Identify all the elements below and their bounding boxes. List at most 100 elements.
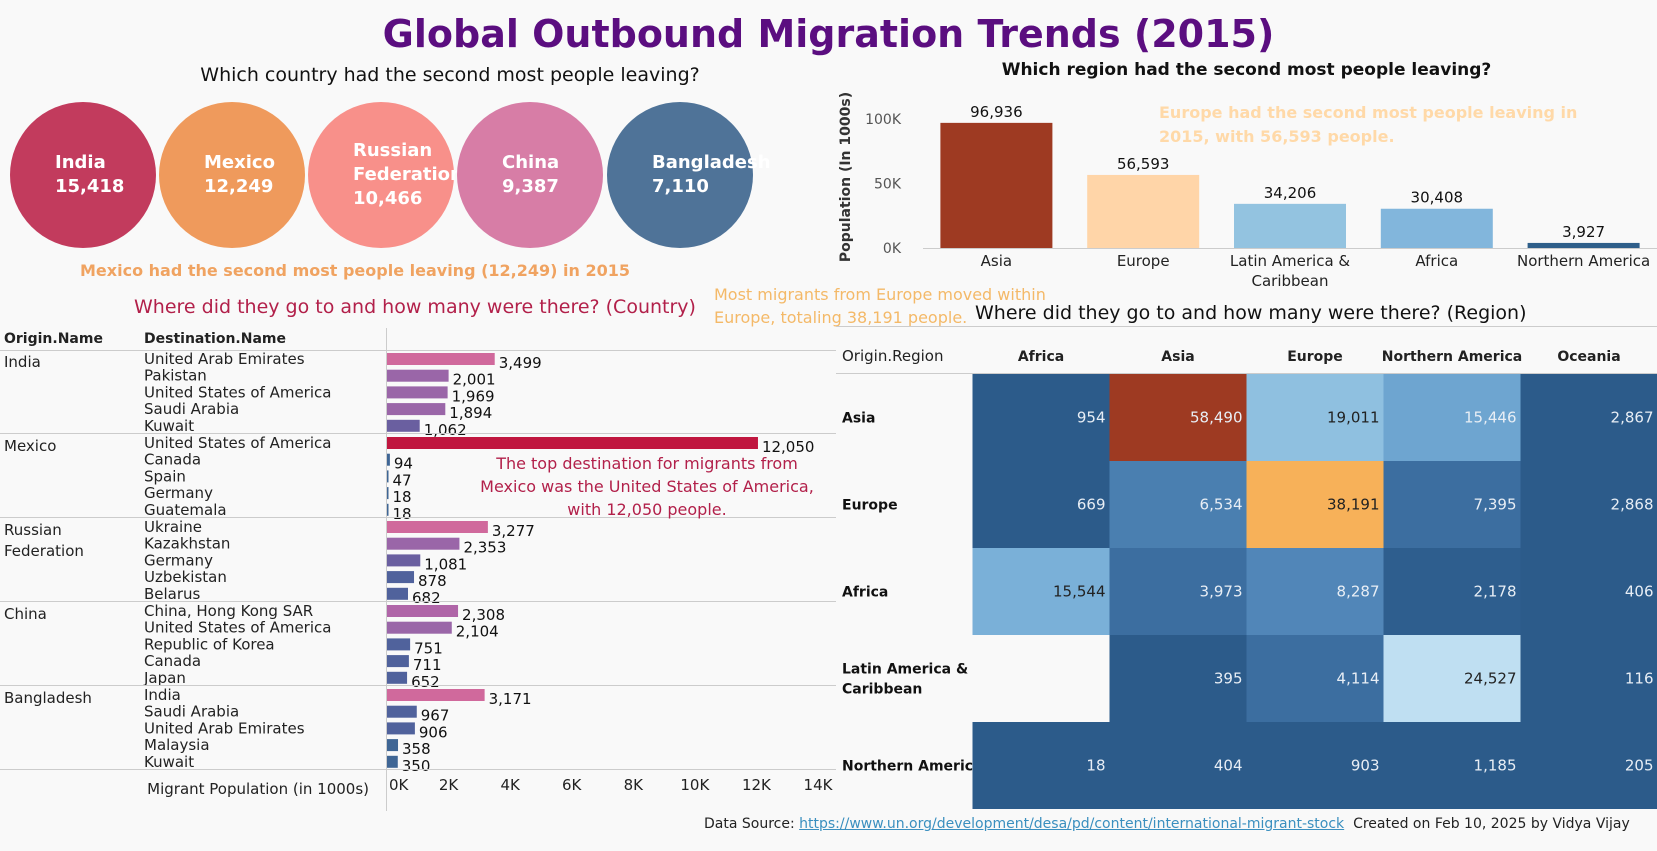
destination-bar-value: 711 [413,656,442,674]
x-tick-label: 8K [624,776,645,794]
destination-bar [387,386,448,399]
heatmap-cell-value: 404 [1214,757,1243,775]
destination-label: Ukraine [144,518,202,536]
heatmap-cell [972,722,1110,809]
destination-bar [387,638,411,651]
destination-label: United States of America [144,434,331,452]
mexico-annotation-line: Mexico was the United States of America, [480,477,814,496]
region-bar [1380,208,1493,248]
column-header: Africa [1018,349,1064,365]
destination-bar [387,487,389,500]
destination-label: China, Hong Kong SAR [144,602,313,620]
source-label: Data Source: [704,816,800,832]
x-tick-label: 6K [562,776,583,794]
destination-label: Guatemala [144,501,227,519]
destination-bar-value: 878 [418,572,447,590]
heatmap-cell-value: 116 [1625,670,1654,688]
heatmap-cell-value: 205 [1625,757,1654,775]
origin-label: Russian [4,521,62,539]
bubble-value: 15,418 [55,176,125,197]
destination-bar [387,705,417,718]
destination-label: Uzbekistan [144,568,227,586]
y-tick-label: 50K [874,176,902,192]
destination-label: Pakistan [144,367,207,385]
bubble-china: China 9,387 [457,102,603,248]
heatmap-cell [1520,461,1657,548]
destination-bar [387,453,390,466]
footer: Data Source: https://www.un.org/developm… [704,816,1630,832]
destination-bar-value: 350 [402,757,431,775]
region-category-label: Europe [1117,252,1170,270]
region-bar [1527,242,1640,248]
destination-bar-value: 652 [411,673,440,691]
region-category-label: Asia [981,252,1012,270]
heatmap-cell [1520,722,1657,809]
destination-bar [387,403,446,416]
x-tick-label: 12K [742,776,772,794]
heatmap-cell [1520,635,1657,722]
destination-label: Spain [144,467,186,485]
heatmap-cell-value: 669 [1077,496,1106,514]
y-axis-label: Population (In 1000s) [838,92,854,262]
heatmap-cell-value: 954 [1077,409,1106,427]
mexico-annotation-line: The top destination for migrants from [495,454,798,473]
destination-bar [387,621,452,634]
destination-bar-value: 2,001 [453,371,496,389]
destination-bar [387,605,459,617]
heatmap-cell-value: 903 [1351,757,1380,775]
bubble-label: India [55,152,106,173]
bubble-value: 10,466 [353,188,423,209]
row-label: Asia [842,411,875,427]
heatmap-cell-value: 15,544 [1053,583,1106,601]
row-label: Latin America & [842,662,968,678]
destination-label: United States of America [144,383,331,401]
destination-bar [387,722,415,735]
heatmap-cell-value: 19,011 [1327,409,1380,427]
destination-bar [387,655,409,668]
destination-bar [387,470,389,483]
bubble-mexico: Mexico 12,249 [159,102,305,248]
destination-label: Malaysia [144,736,210,754]
heatmap-cell [1383,548,1521,635]
destination-bar-value: 1,062 [424,421,467,439]
credit: Created on Feb 10, 2025 by Vidya Vijay [1353,816,1630,832]
destination-bar [387,419,420,432]
heatmap-cell [1383,635,1521,722]
heatmap-cell [972,548,1110,635]
heatmap-cell-value: 406 [1625,583,1654,601]
destination-bar-value: 2,308 [462,606,505,624]
destination-label: Germany [144,484,213,502]
x-tick-label: 10K [680,776,710,794]
bubble-label: Bangladesh [652,152,771,173]
row-label: Caribbean [842,682,922,698]
destination-bar [387,739,399,752]
destination-label: Kazakhstan [144,535,230,553]
page-title: Global Outbound Migration Trends (2015) [382,12,1275,56]
region-subtitle: Where did they go to and how many were t… [975,302,1527,324]
heatmap-cell-value: 18 [1086,757,1105,775]
mexico-annotation-line: with 12,050 people. [567,500,726,519]
row-label: Europe [842,498,898,514]
destination-label: United Arab Emirates [144,350,305,368]
destination-bar-value: 682 [412,589,441,607]
europe-annotation: Most migrants from Europe moved within E… [714,285,1046,327]
destination-bar-value: 3,277 [492,522,535,540]
region-annotation: Europe had the second most people leavin… [1159,103,1578,146]
destination-bar-value: 1,081 [424,555,467,573]
destination-bar [387,537,460,550]
heatmap-cell [972,374,1110,461]
bubble-russian-federation: Russian Federation 10,466 [308,102,463,248]
destination-label: Belarus [144,585,201,603]
destination-label: Canada [144,451,201,469]
bubble-label: China [502,152,560,173]
destination-bar-value: 2,353 [463,539,506,557]
heatmap-cell-value: 3,973 [1200,583,1243,601]
source-link[interactable]: https://www.un.org/development/desa/pd/c… [799,816,1345,832]
destination-label: Germany [144,551,213,569]
heatmap-cell-value: 395 [1214,670,1243,688]
origin-label: China [4,605,47,623]
destination-label: United Arab Emirates [144,719,305,737]
bubble-value: 12,249 [204,176,274,197]
country-annotation: Mexico had the second most people leavin… [80,261,630,280]
region-bar-value: 30,408 [1411,189,1464,207]
